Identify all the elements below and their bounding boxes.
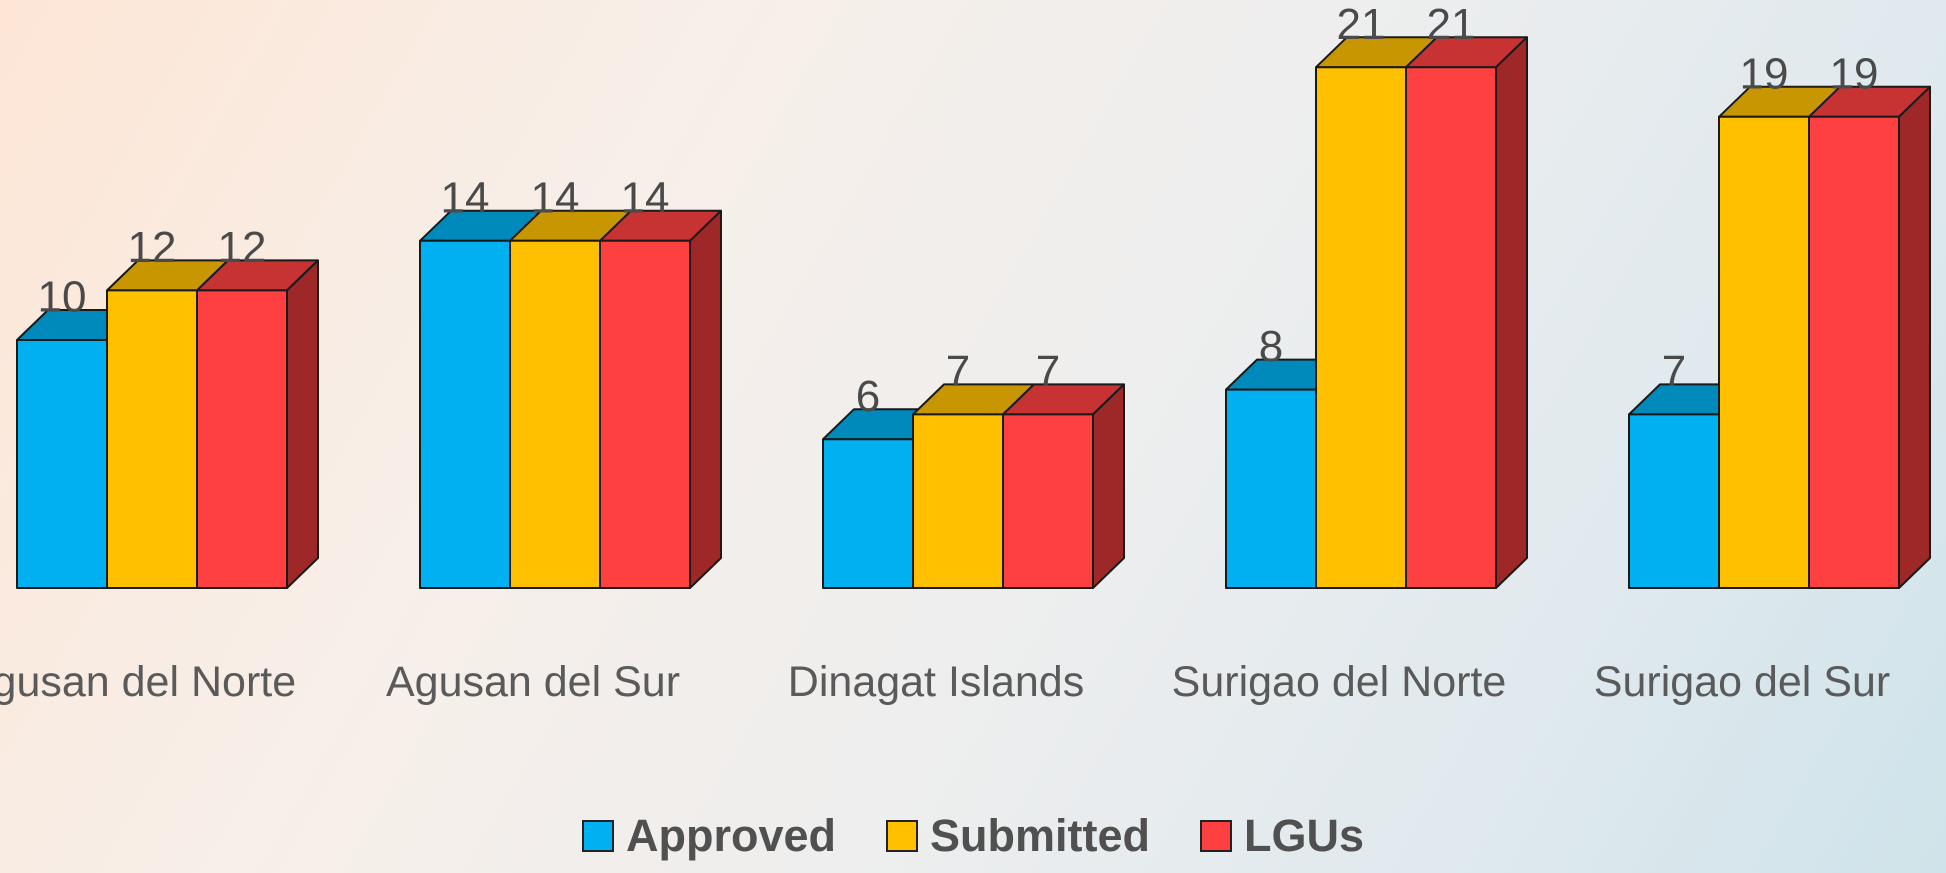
bar xyxy=(1225,388,1317,589)
legend-item: Submitted xyxy=(886,810,1150,862)
bar-side xyxy=(689,209,722,589)
bar-side xyxy=(1898,85,1931,589)
bar xyxy=(509,239,601,590)
bar xyxy=(1315,66,1407,589)
value-label: 19 xyxy=(1740,49,1789,98)
value-label: 7 xyxy=(1662,347,1686,396)
legend-swatch xyxy=(886,820,918,852)
legend-label: LGUs xyxy=(1244,810,1365,861)
legend-item: LGUs xyxy=(1200,810,1364,862)
bar xyxy=(196,289,288,589)
value-label: 14 xyxy=(441,173,490,222)
value-label: 12 xyxy=(218,223,267,272)
value-label: 7 xyxy=(946,347,970,396)
bar xyxy=(599,239,691,590)
bar-side xyxy=(1092,383,1125,589)
bar xyxy=(1628,413,1720,589)
bar xyxy=(1405,66,1497,589)
value-label: 21 xyxy=(1337,0,1386,49)
bar xyxy=(419,239,511,590)
category-label: Agusan del Sur xyxy=(385,658,681,706)
value-label: 14 xyxy=(621,173,670,222)
value-label: 10 xyxy=(38,273,87,322)
value-label: 6 xyxy=(856,372,880,421)
value-label: 12 xyxy=(128,223,177,272)
bar xyxy=(1718,115,1810,590)
value-label: 21 xyxy=(1427,0,1476,49)
bar xyxy=(106,289,198,589)
category-label: Agusan del Norte xyxy=(0,658,297,706)
legend-swatch xyxy=(1200,820,1232,852)
category-label: Surigao del Sur xyxy=(1593,658,1891,706)
bar xyxy=(1002,413,1094,589)
bar xyxy=(1808,115,1900,590)
legend: Approved Submitted LGUs xyxy=(0,810,1946,862)
legend-swatch xyxy=(581,820,614,852)
legend-label: Submitted xyxy=(930,810,1150,861)
value-label: 19 xyxy=(1830,49,1879,98)
bar-side xyxy=(1495,36,1528,589)
value-label: 14 xyxy=(531,173,580,222)
value-label: 8 xyxy=(1259,322,1283,371)
category-label: Dinagat Islands xyxy=(787,658,1085,706)
value-label: 7 xyxy=(1036,347,1060,396)
legend-item: Approved xyxy=(581,810,836,862)
bar xyxy=(16,339,108,589)
bar xyxy=(822,438,914,590)
category-label: Surigao del Norte xyxy=(1171,658,1507,706)
bar xyxy=(912,413,1004,589)
legend-label: Approved xyxy=(625,810,836,861)
bar-side xyxy=(286,259,319,589)
